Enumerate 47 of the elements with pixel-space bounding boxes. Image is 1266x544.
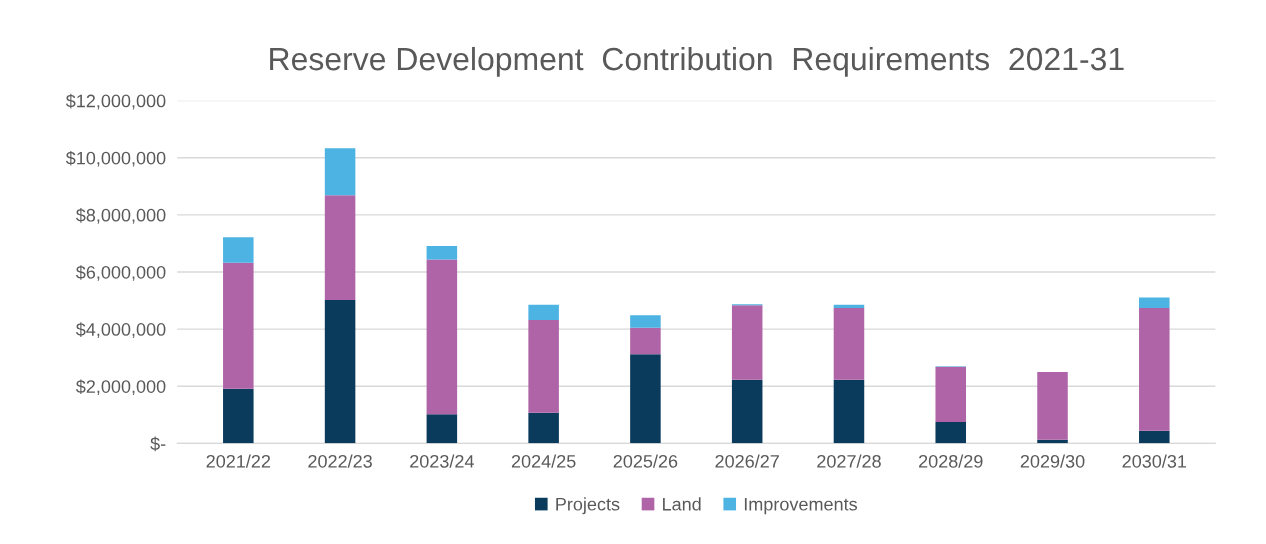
legend-label: Projects: [556, 497, 620, 515]
bar: [630, 327, 661, 355]
bar: [528, 412, 559, 444]
bar: [731, 379, 763, 444]
bar: [528, 319, 559, 413]
x-tick-label: 2023/24: [410, 454, 474, 468]
bar: [731, 305, 763, 380]
y-tick-label: $-: [150, 436, 166, 452]
x-tick-label: 2026/27: [715, 454, 779, 468]
y-tick-label: $6,000,000: [75, 265, 166, 281]
chart-title: Reserve Development Contribution Requirements 2021-31: [270, 46, 1124, 77]
bar: [223, 237, 254, 263]
y-tick-label: $8,000,000: [75, 208, 166, 224]
bar: [426, 259, 458, 415]
bar: [1139, 307, 1170, 431]
bar: [324, 299, 356, 444]
x-tick-label: 2025/26: [613, 454, 678, 468]
legend-label: Improvements: [744, 497, 857, 515]
x-tick-label: 2027/28: [817, 454, 881, 468]
bar: [935, 421, 967, 444]
x-tick-label: 2028/29: [919, 454, 983, 468]
x-tick-label: 2030/31: [1122, 454, 1187, 468]
y-tick-label: $2,000,000: [75, 379, 166, 396]
x-tick-label: 2024/25: [511, 454, 576, 468]
bar: [324, 148, 356, 196]
bar: [1139, 430, 1170, 444]
x-tick-label: 2029/30: [1020, 454, 1085, 468]
bar: [833, 307, 865, 380]
y-tick-label: $4,000,000: [75, 322, 166, 338]
bar: [1037, 371, 1068, 440]
bar: [833, 379, 865, 444]
bar: [1139, 297, 1170, 308]
bar: [426, 246, 458, 260]
bar: [426, 414, 458, 444]
legend-label: Land: [663, 497, 701, 511]
bar: [630, 315, 661, 328]
bar: [833, 304, 865, 308]
bar: [324, 195, 356, 300]
bar: [630, 354, 661, 444]
x-tick-label: 2021/22: [206, 454, 271, 468]
bar: [223, 388, 254, 444]
bar: [223, 262, 254, 389]
bar: [528, 304, 559, 320]
x-tick-label: 2022/23: [308, 454, 372, 468]
y-tick-label: $12,000,000: [65, 93, 166, 110]
bar: [935, 366, 967, 422]
y-tick-label: $10,000,000: [65, 150, 166, 167]
